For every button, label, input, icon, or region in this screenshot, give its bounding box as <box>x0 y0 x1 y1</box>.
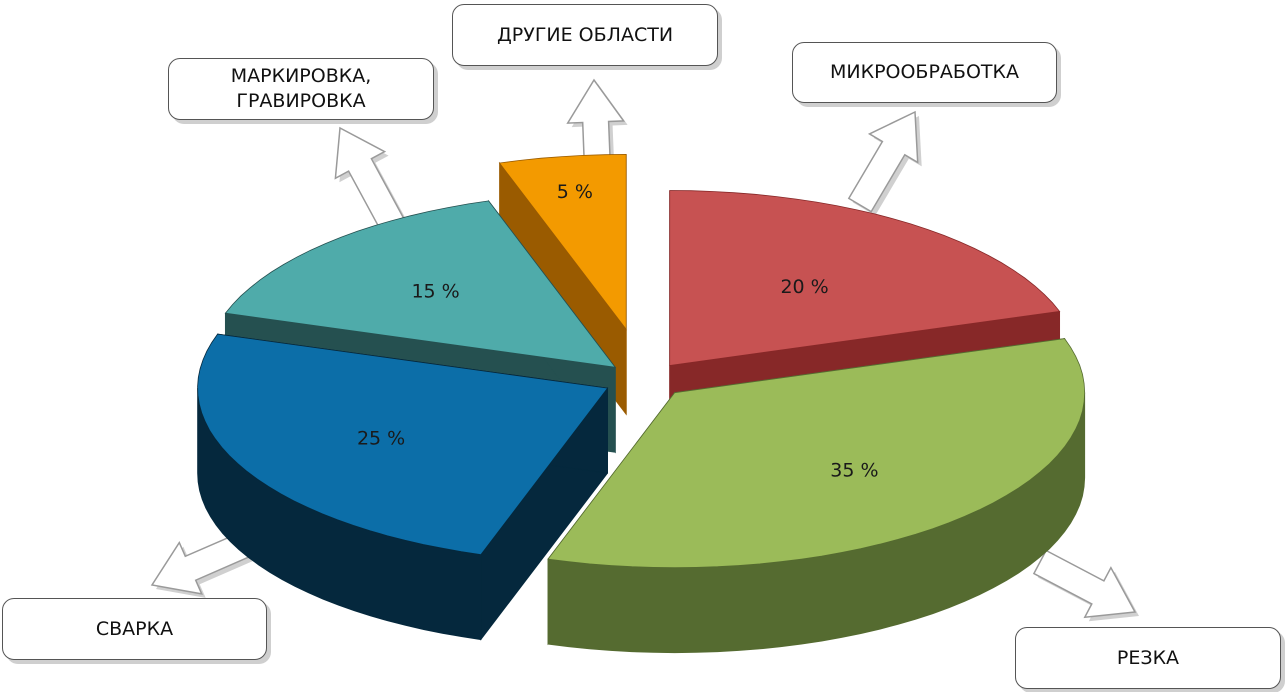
slice-welding-top <box>197 333 609 556</box>
pie-value-labels: 5 % 20 % 15 % 25 % 35 % <box>357 181 879 481</box>
value-label-cutting: 35 % <box>830 459 878 481</box>
slice-cutting-top <box>547 338 1086 569</box>
pie-slices <box>197 153 1086 654</box>
callout-welding-label: СВАРКА <box>95 617 174 640</box>
callout-marking-engraving: МАРКИРОВКА, ГРАВИРОВКА <box>168 58 434 120</box>
value-label-other-areas: 5 % <box>557 181 593 203</box>
callout-micromachining: МИКРООБРАБОТКА <box>792 42 1057 103</box>
arrow-micromachining <box>847 110 922 216</box>
slice-micromachining-top <box>669 190 1061 366</box>
callout-micromachining-label: МИКРООБРАБОТКА <box>829 61 1020 84</box>
value-label-marking-engraving: 15 % <box>411 281 459 303</box>
arrow-cutting <box>1032 549 1139 622</box>
callout-cutting-label: РЕЗКА <box>1116 646 1180 669</box>
value-label-micromachining: 20 % <box>780 276 828 298</box>
callout-welding: СВАРКА <box>2 598 267 660</box>
slice-marking-engraving-top <box>224 200 617 368</box>
slice-other-areas-top <box>498 153 627 331</box>
arrow-marking-engraving <box>334 126 408 235</box>
value-label-welding: 25 % <box>357 427 405 449</box>
callout-other-areas-label: ДРУГИЕ ОБЛАСТИ <box>496 23 674 46</box>
callout-other-areas: ДРУГИЕ ОБЛАСТИ <box>452 4 718 66</box>
callout-marking-engraving-label: МАРКИРОВКА, ГРАВИРОВКА <box>230 65 372 112</box>
callout-arrows <box>150 78 1139 622</box>
slice-cutting <box>547 338 1086 654</box>
callout-cutting: РЕЗКА <box>1015 627 1281 689</box>
slice-welding <box>197 333 609 641</box>
